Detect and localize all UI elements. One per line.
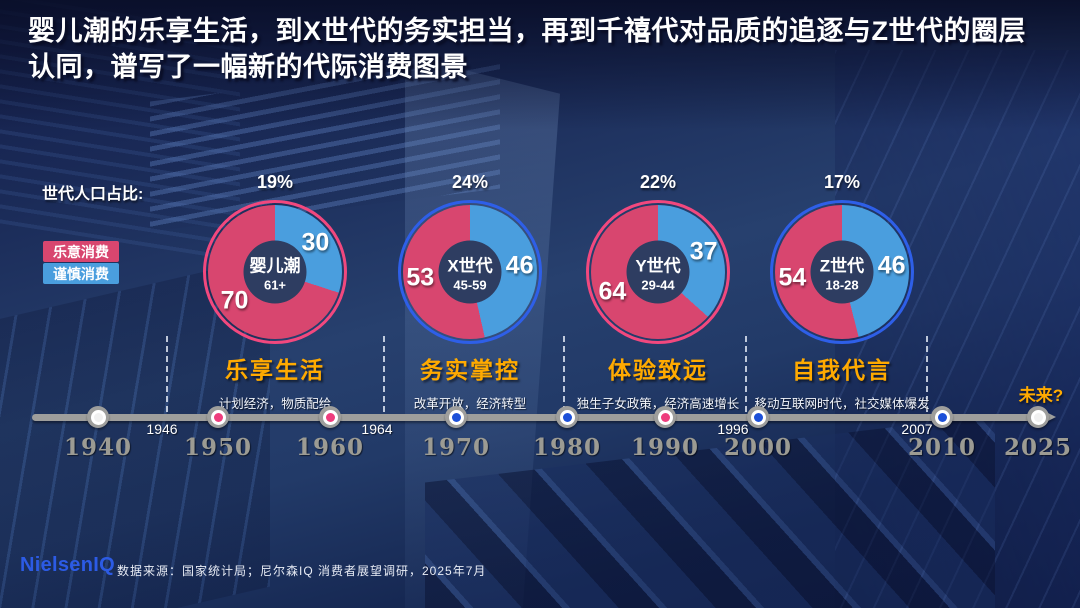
generation-description: 计划经济，物质配给 xyxy=(218,397,332,411)
generation-theme: 体验致远 xyxy=(608,357,708,383)
population-share-value: 19% xyxy=(256,172,294,192)
timeline-axis xyxy=(32,414,1040,421)
cautious-value: 46 xyxy=(505,251,534,280)
generation-group-babyboomer: 19% 婴儿潮 61+ 30 70 乐享生活 计划经济，物质配给 xyxy=(180,172,370,412)
timeline-marker-1940 xyxy=(87,406,109,428)
data-source-note: 数据来源：国家统计局；尼尔森IQ 消费者展望调研，2025年7月 xyxy=(117,564,487,578)
donut-center: 婴儿潮 61+ xyxy=(243,240,307,304)
population-share-label: 世代人口占比: xyxy=(42,186,144,203)
timeline-year-label: 2010 xyxy=(907,434,976,461)
donut-outline-ring xyxy=(398,200,542,344)
timeline-marker-1960 xyxy=(319,406,341,428)
donut-chart: X世代 45-59 46 53 xyxy=(398,200,542,344)
generation-age-range: 45-59 xyxy=(453,277,487,293)
timeline-marker-2000 xyxy=(747,406,769,428)
population-share-value: 24% xyxy=(451,172,489,192)
generation-name: Y世代 xyxy=(635,256,681,276)
dashed-divider xyxy=(563,336,565,412)
generation-group-genz: 17% Z世代 18-28 46 54 自我代言 移动互联网时代，社交媒体爆发 xyxy=(747,172,937,412)
willing-value: 70 xyxy=(220,286,249,315)
donut-center: Y世代 29-44 xyxy=(626,240,690,304)
generation-age-range: 18-28 xyxy=(825,277,859,293)
timeline-year-label: 1950 xyxy=(183,434,252,461)
donut-outline-ring xyxy=(586,200,730,344)
future-label: 未来? xyxy=(1018,386,1064,405)
timeline-year-label: 1940 xyxy=(63,434,132,461)
generation-age-range: 61+ xyxy=(263,277,287,293)
legend: 乐意消费 谨慎消费 xyxy=(43,241,119,284)
donut-chart: Z世代 18-28 46 54 xyxy=(770,200,914,344)
cautious-value: 37 xyxy=(689,237,718,266)
generation-theme: 乐享生活 xyxy=(225,357,325,383)
generation-description: 改革开放，经济转型 xyxy=(413,397,527,411)
generation-theme: 自我代言 xyxy=(792,357,892,383)
page-title: 婴儿潮的乐享生活，到X世代的务实担当，再到千禧代对品质的追逐与Z世代的圈层 认同… xyxy=(28,13,1058,85)
timeline-year-label: 1960 xyxy=(295,434,364,461)
timeline-marker-2010 xyxy=(931,406,953,428)
timeline-year-label: 1970 xyxy=(421,434,490,461)
generation-description: 移动互联网时代，社交媒体爆发 xyxy=(754,397,930,411)
dashed-divider xyxy=(745,336,747,412)
donut-chart: 婴儿潮 61+ 30 70 xyxy=(203,200,347,344)
donut-center: Z世代 18-28 xyxy=(810,240,874,304)
generation-group-genx: 24% X世代 45-59 46 53 务实掌控 改革开放，经济转型 xyxy=(375,172,565,412)
generation-group-geny: 22% Y世代 29-44 37 64 体验致远 独生子女政策，经济高速增长 xyxy=(563,172,753,412)
title-line-2: 认同，谱写了一幅新的代际消费图景 xyxy=(28,52,468,82)
nielseniq-logo: NielsenIQ xyxy=(20,554,115,576)
donut-center: X世代 45-59 xyxy=(438,240,502,304)
cautious-value: 30 xyxy=(301,228,330,257)
dashed-divider xyxy=(383,336,385,412)
willing-value: 53 xyxy=(406,263,435,292)
timeline-marker-1980 xyxy=(556,406,578,428)
population-share-value: 22% xyxy=(639,172,677,192)
willing-value: 54 xyxy=(778,263,807,292)
timeline-year-label: 2000 xyxy=(723,434,792,461)
donut-chart: Y世代 29-44 37 64 xyxy=(586,200,730,344)
title-line-1: 婴儿潮的乐享生活，到X世代的务实担当，再到千禧代对品质的追逐与Z世代的圈层 xyxy=(28,16,1026,46)
legend-willing-chip: 乐意消费 xyxy=(43,241,119,262)
cautious-value: 46 xyxy=(877,251,906,280)
generation-name: Z世代 xyxy=(819,256,865,276)
timeline-marker-1970 xyxy=(445,406,467,428)
dashed-divider xyxy=(166,336,168,412)
legend-cautious-chip: 谨慎消费 xyxy=(43,263,119,284)
generation-theme: 务实掌控 xyxy=(420,357,520,383)
timeline-year-label: 1980 xyxy=(532,434,601,461)
timeline-marker-1950 xyxy=(207,406,229,428)
timeline-year-label: 1990 xyxy=(630,434,699,461)
generation-name: X世代 xyxy=(447,256,493,276)
timeline-year-label: 2025 xyxy=(1003,434,1072,461)
donut-outline-ring xyxy=(203,200,347,344)
timeline-minor-year-label: 1946 xyxy=(146,421,178,437)
generation-age-range: 29-44 xyxy=(641,277,675,293)
timeline-marker-2025 xyxy=(1027,406,1049,428)
generation-description: 独生子女政策，经济高速增长 xyxy=(576,397,740,411)
timeline-marker-1990 xyxy=(654,406,676,428)
generation-name: 婴儿潮 xyxy=(249,256,301,276)
willing-value: 64 xyxy=(598,277,627,306)
population-share-value: 17% xyxy=(823,172,861,192)
timeline-minor-year-label: 1964 xyxy=(361,421,393,437)
